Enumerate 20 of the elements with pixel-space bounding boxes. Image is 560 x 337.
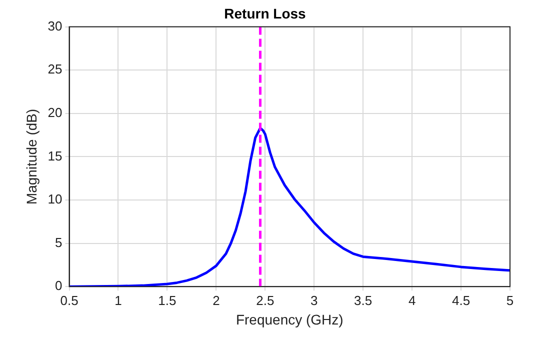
- y-tick-label: 25: [48, 62, 62, 77]
- y-tick-label: 0: [55, 278, 62, 294]
- y-tick-label: 5: [55, 234, 62, 250]
- x-tick-label: 3.5: [354, 292, 372, 308]
- y-tick-label: 10: [48, 192, 62, 207]
- x-tick-label: 4: [408, 292, 416, 308]
- x-tick-label: 2.5: [256, 292, 274, 308]
- y-tick-label: 15: [48, 148, 62, 164]
- x-tick-label: 5: [506, 292, 514, 308]
- chart-title: Return Loss: [224, 5, 306, 22]
- x-tick-label: 0.5: [60, 292, 78, 308]
- x-tick-label: 4.5: [452, 292, 470, 308]
- x-tick-label: 1: [114, 292, 122, 308]
- x-tick-label: 3: [310, 292, 318, 308]
- y-tick-label: 30: [48, 18, 62, 34]
- y-axis-title: Magnitude (dB): [23, 108, 40, 205]
- x-tick-label: 2: [212, 292, 220, 308]
- x-axis-title: Frequency (GHz): [236, 311, 344, 328]
- x-tick-label: 1.5: [158, 292, 176, 308]
- y-tick-label: 20: [48, 104, 62, 120]
